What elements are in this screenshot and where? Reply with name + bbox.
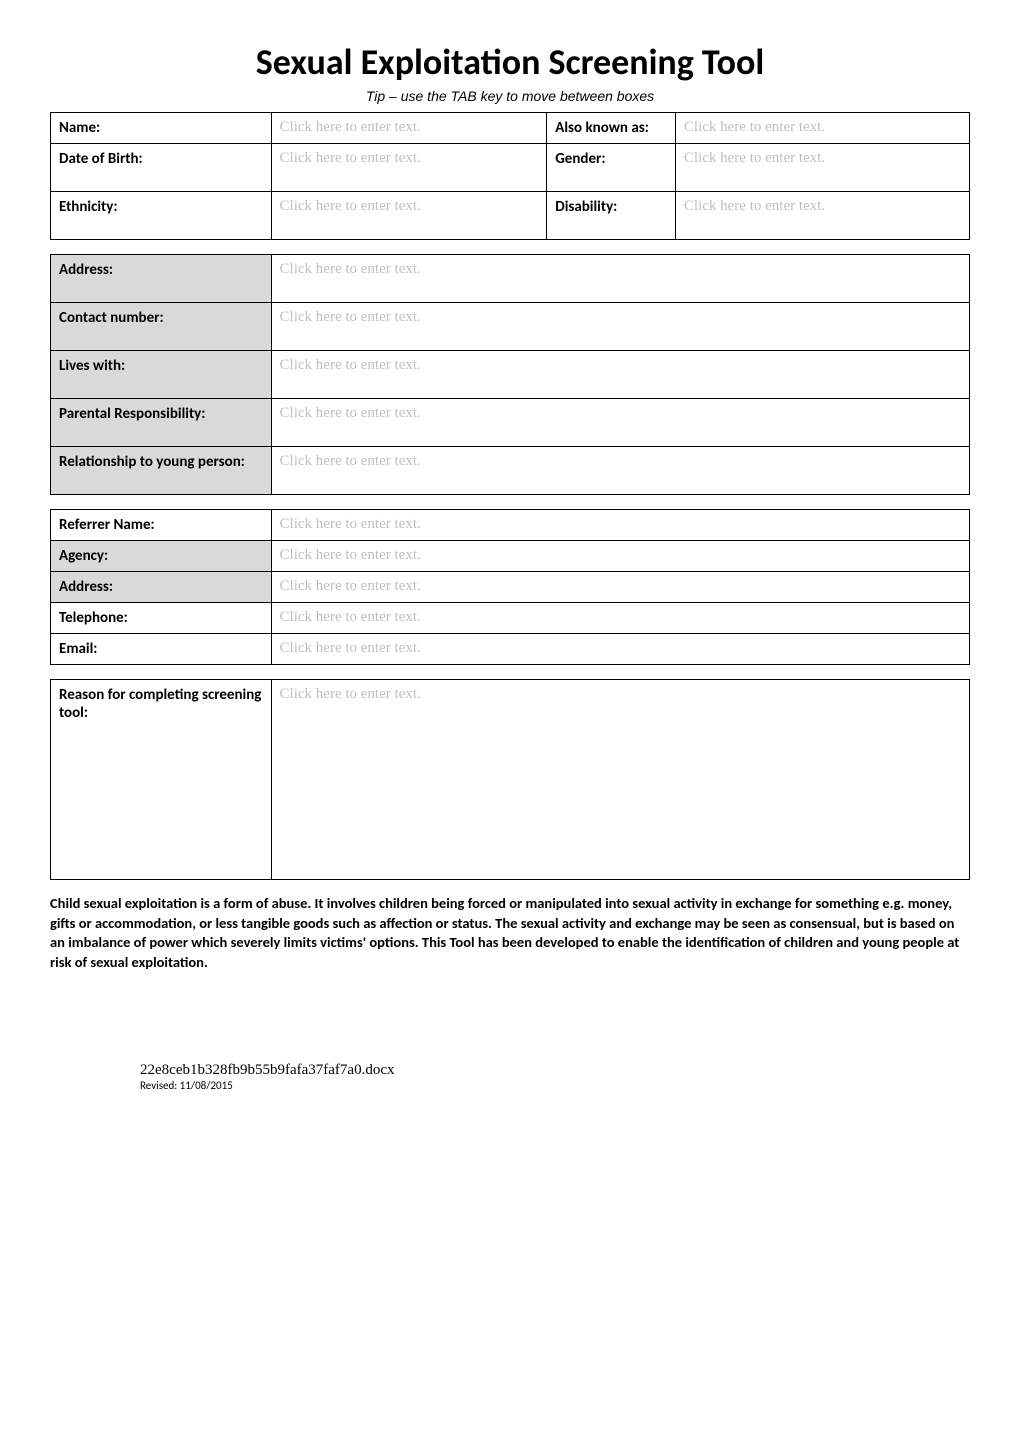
footer: 22e8ceb1b328fb9b55b9fafa37faf7a0.docx Re… bbox=[140, 1062, 970, 1092]
also-known-as-label: Also known as: bbox=[547, 113, 676, 144]
relationship-field[interactable]: Click here to enter text. bbox=[271, 447, 969, 495]
contact-details-table: Address: Click here to enter text. Conta… bbox=[50, 254, 970, 495]
referrer-address-field[interactable]: Click here to enter text. bbox=[271, 572, 969, 603]
ethnicity-label: Ethnicity: bbox=[51, 192, 272, 240]
referrer-details-table: Referrer Name: Click here to enter text.… bbox=[50, 509, 970, 665]
dob-label: Date of Birth: bbox=[51, 144, 272, 192]
also-known-as-field[interactable]: Click here to enter text. bbox=[675, 113, 969, 144]
name-field[interactable]: Click here to enter text. bbox=[271, 113, 547, 144]
page-title: Sexual Exploitation Screening Tool bbox=[50, 40, 970, 84]
telephone-field[interactable]: Click here to enter text. bbox=[271, 603, 969, 634]
lives-with-label: Lives with: bbox=[51, 351, 272, 399]
personal-details-table: Name: Click here to enter text. Also kno… bbox=[50, 112, 970, 240]
relationship-label: Relationship to young person: bbox=[51, 447, 272, 495]
contact-number-label: Contact number: bbox=[51, 303, 272, 351]
ethnicity-field[interactable]: Click here to enter text. bbox=[271, 192, 547, 240]
contact-number-field[interactable]: Click here to enter text. bbox=[271, 303, 969, 351]
address-field[interactable]: Click here to enter text. bbox=[271, 255, 969, 303]
agency-field[interactable]: Click here to enter text. bbox=[271, 541, 969, 572]
referrer-name-field[interactable]: Click here to enter text. bbox=[271, 510, 969, 541]
footer-filename: 22e8ceb1b328fb9b55b9fafa37faf7a0.docx bbox=[140, 1062, 970, 1079]
referrer-name-label: Referrer Name: bbox=[51, 510, 272, 541]
agency-label: Agency: bbox=[51, 541, 272, 572]
name-label: Name: bbox=[51, 113, 272, 144]
gender-label: Gender: bbox=[547, 144, 676, 192]
address-label: Address: bbox=[51, 255, 272, 303]
reason-field[interactable]: Click here to enter text. bbox=[271, 680, 969, 880]
reason-label: Reason for completing screening tool: bbox=[51, 680, 272, 880]
footer-revised: Revised: 11/08/2015 bbox=[140, 1079, 970, 1092]
disability-field[interactable]: Click here to enter text. bbox=[675, 192, 969, 240]
telephone-label: Telephone: bbox=[51, 603, 272, 634]
tip-text: Tip – use the TAB key to move between bo… bbox=[50, 88, 970, 104]
dob-field[interactable]: Click here to enter text. bbox=[271, 144, 547, 192]
parental-responsibility-field[interactable]: Click here to enter text. bbox=[271, 399, 969, 447]
email-field[interactable]: Click here to enter text. bbox=[271, 634, 969, 665]
email-label: Email: bbox=[51, 634, 272, 665]
lives-with-field[interactable]: Click here to enter text. bbox=[271, 351, 969, 399]
description-text: Child sexual exploitation is a form of a… bbox=[50, 894, 970, 972]
referrer-address-label: Address: bbox=[51, 572, 272, 603]
reason-table: Reason for completing screening tool: Cl… bbox=[50, 679, 970, 880]
gender-field[interactable]: Click here to enter text. bbox=[675, 144, 969, 192]
parental-responsibility-label: Parental Responsibility: bbox=[51, 399, 272, 447]
disability-label: Disability: bbox=[547, 192, 676, 240]
